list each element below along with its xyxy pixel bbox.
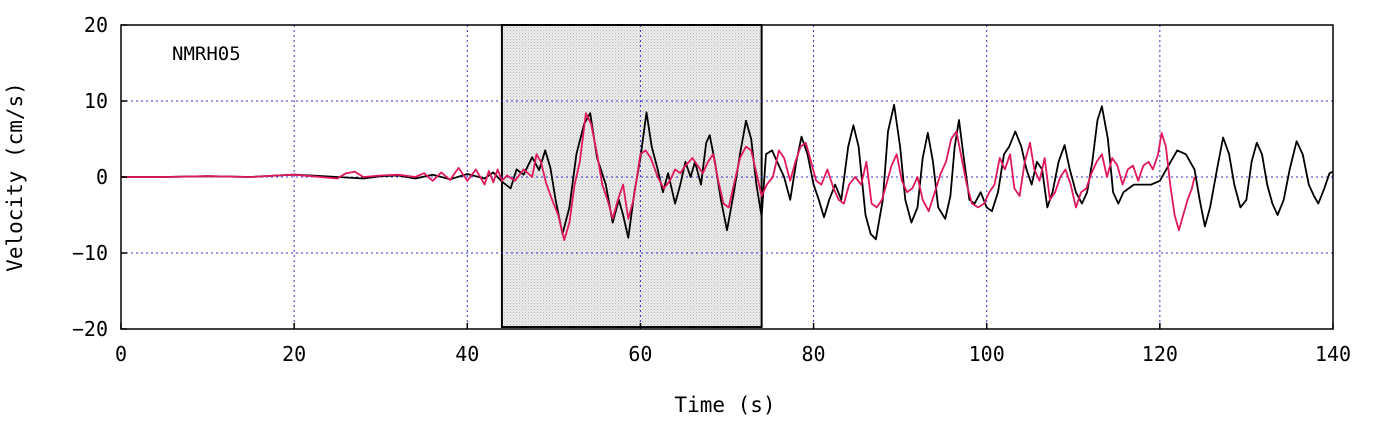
- station-label: NMRH05: [172, 43, 241, 65]
- x-tick-label-1: 20: [282, 342, 306, 366]
- series-line-1: [121, 103, 1334, 241]
- x-tick-label-5: 100: [969, 342, 1005, 366]
- y-tick-label-4: −20: [72, 317, 108, 341]
- x-axis-title: Time (s): [674, 393, 775, 416]
- y-tick-label-3: −10: [72, 241, 108, 265]
- x-tick-label-3: 60: [628, 342, 652, 366]
- x-tick-label-4: 80: [802, 342, 826, 366]
- x-tick-label-2: 40: [455, 342, 479, 366]
- y-axis-title: Velocity (cm/s): [3, 82, 27, 272]
- highlight-window: [500, 24, 763, 328]
- x-tick-label-0: 0: [115, 342, 127, 366]
- y-tick-label-2: 0: [96, 165, 108, 189]
- x-tick-label-6: 120: [1142, 342, 1178, 366]
- x-tick-label-7: 140: [1315, 342, 1351, 366]
- series-line-2: [121, 112, 1196, 241]
- y-tick-label-0: 20: [84, 13, 108, 37]
- y-tick-label-1: 10: [84, 89, 108, 113]
